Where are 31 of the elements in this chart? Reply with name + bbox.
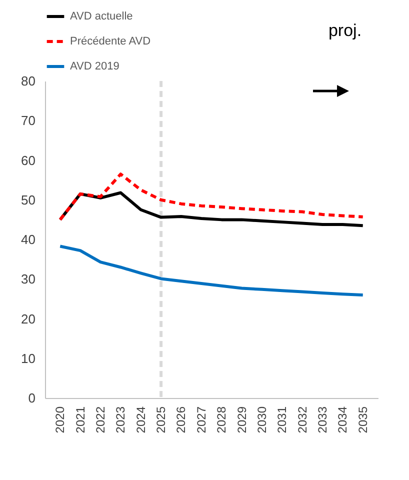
x-tick-label: 2034 (336, 406, 350, 434)
line-series (58, 172, 364, 222)
x-tick-label: 2026 (174, 406, 188, 434)
x-tick-label: 2028 (214, 406, 229, 434)
x-tick-label: 2024 (134, 406, 148, 434)
x-tick-label: 2021 (73, 406, 88, 434)
legend-label: Précédente AVD (70, 36, 151, 48)
y-tick-label: 60 (21, 152, 36, 168)
y-tick-label: 40 (21, 232, 36, 247)
y-tick-label: 80 (21, 74, 36, 88)
y-tick-label: 50 (21, 192, 36, 208)
x-tick-label: 2023 (114, 406, 128, 434)
x-tick-label: 2031 (275, 406, 290, 434)
y-tick-label: 70 (21, 113, 36, 128)
x-tick-label: 2033 (316, 406, 330, 434)
y-tick-label: 30 (21, 272, 36, 287)
y-tick-label: 20 (21, 311, 36, 326)
legend-label: AVD 2019 (70, 60, 120, 72)
x-tick-label: 2030 (254, 406, 269, 434)
legend-label: AVD actuelle (70, 10, 133, 22)
y-tick-label: 10 (21, 350, 36, 366)
text: proj. (328, 21, 362, 40)
x-tick-label: 2032 (295, 406, 310, 434)
x-tick-label: 2025 (154, 406, 168, 434)
line-series (58, 244, 364, 296)
y-tick-label: 0 (28, 390, 36, 406)
x-tick-label: 2029 (234, 406, 249, 434)
x-tick-label: 2035 (356, 406, 370, 434)
x-tick-label: 2027 (194, 406, 208, 434)
x-tick-label: 2020 (53, 406, 68, 434)
x-tick-label: 2022 (94, 406, 108, 434)
